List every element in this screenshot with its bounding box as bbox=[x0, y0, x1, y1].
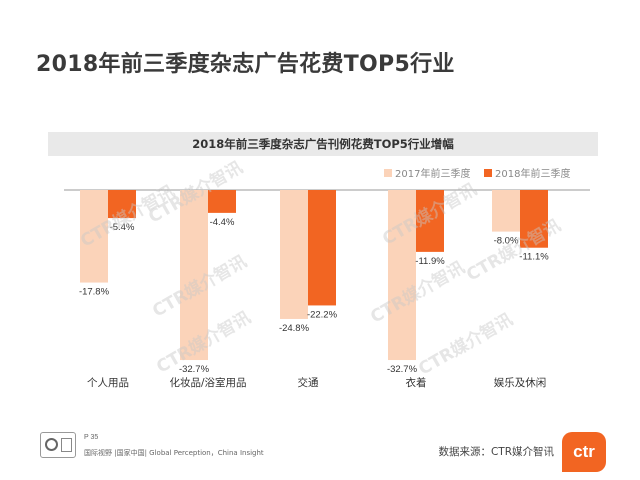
value-label-2017-0: -17.8% bbox=[79, 287, 110, 298]
value-label-2018-3: -11.9% bbox=[415, 256, 445, 267]
category-label-4: 娱乐及休闲 bbox=[494, 376, 547, 389]
category-label-0: 个人用品 bbox=[87, 377, 129, 389]
legend-label-2018: 2018年前三季度 bbox=[495, 167, 570, 180]
bar-2017-3 bbox=[388, 190, 416, 361]
bar-2018-2 bbox=[308, 190, 336, 306]
ctr-logo: ctr bbox=[562, 432, 606, 472]
bars-group bbox=[80, 190, 548, 361]
category-labels-group: 个人用品 化妆品/浴室用品 交通 衣着 娱乐及休闲 bbox=[87, 376, 546, 389]
bar-2017-1 bbox=[180, 190, 208, 361]
value-label-2017-4: -8.0% bbox=[494, 236, 519, 247]
legend-swatch-2017 bbox=[384, 169, 392, 177]
value-label-2017-2: -24.8% bbox=[279, 323, 310, 334]
bar-2017-2 bbox=[280, 190, 308, 319]
bar-2018-4 bbox=[520, 190, 548, 248]
value-labels-group: -17.8% -5.4% -32.7% -4.4% -24.8% -22.2% -32.7%… bbox=[79, 217, 549, 375]
value-label-2017-1: -32.7% bbox=[179, 364, 210, 375]
legend: 2017年前三季度 2018年前三季度 bbox=[384, 167, 570, 180]
value-label-2018-0: -5.4% bbox=[110, 222, 135, 233]
footer-tagline: 国际视野 |国家中国| Global Perception，China Insi… bbox=[84, 449, 264, 457]
chart-title: 2018年前三季度杂志广告刊例花费TOP5行业增幅 bbox=[192, 137, 454, 151]
value-label-2017-3: -32.7% bbox=[387, 364, 418, 375]
page-title: 2018年前三季度杂志广告花费TOP5行业 bbox=[36, 52, 455, 77]
bar-2017-0 bbox=[80, 190, 108, 283]
certification-logo bbox=[40, 432, 76, 458]
category-label-2: 交通 bbox=[298, 376, 319, 389]
bar-2017-4 bbox=[492, 190, 520, 232]
category-label-1: 化妆品/浴室用品 bbox=[169, 376, 246, 389]
value-label-2018-1: -4.4% bbox=[210, 217, 235, 228]
data-source: 数据来源：CTR媒介智讯 bbox=[438, 446, 554, 458]
bar-2018-1 bbox=[208, 190, 236, 213]
bar-2018-0 bbox=[108, 190, 136, 219]
chart-title-bar: 2018年前三季度杂志广告刊例花费TOP5行业增幅 bbox=[48, 132, 598, 156]
bar-2018-3 bbox=[416, 190, 444, 252]
value-label-2018-2: -22.2% bbox=[307, 309, 338, 320]
legend-swatch-2018 bbox=[484, 169, 492, 177]
page-number: P 35 bbox=[84, 434, 99, 441]
legend-label-2017: 2017年前三季度 bbox=[395, 167, 470, 180]
category-label-3: 衣着 bbox=[406, 376, 427, 389]
value-label-2018-4: -11.1% bbox=[519, 252, 549, 263]
